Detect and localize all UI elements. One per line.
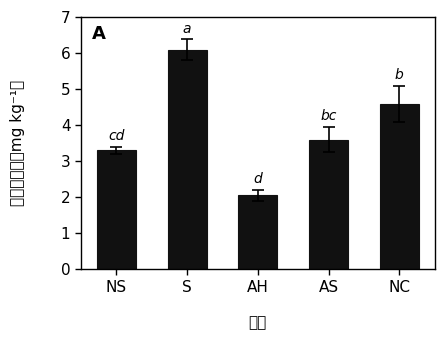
Text: cd: cd xyxy=(108,129,124,143)
Text: bc: bc xyxy=(320,109,337,123)
Bar xyxy=(168,49,206,269)
Text: a: a xyxy=(183,22,191,36)
Text: A: A xyxy=(91,25,105,43)
Bar xyxy=(309,140,348,269)
Text: 处理: 处理 xyxy=(249,315,267,330)
Bar xyxy=(97,151,136,269)
Bar xyxy=(239,196,277,269)
Text: 植物镌含量（mg kg⁻¹）: 植物镌含量（mg kg⁻¹） xyxy=(10,80,25,206)
Bar xyxy=(380,104,419,269)
Text: b: b xyxy=(395,68,404,82)
Text: d: d xyxy=(253,173,262,187)
